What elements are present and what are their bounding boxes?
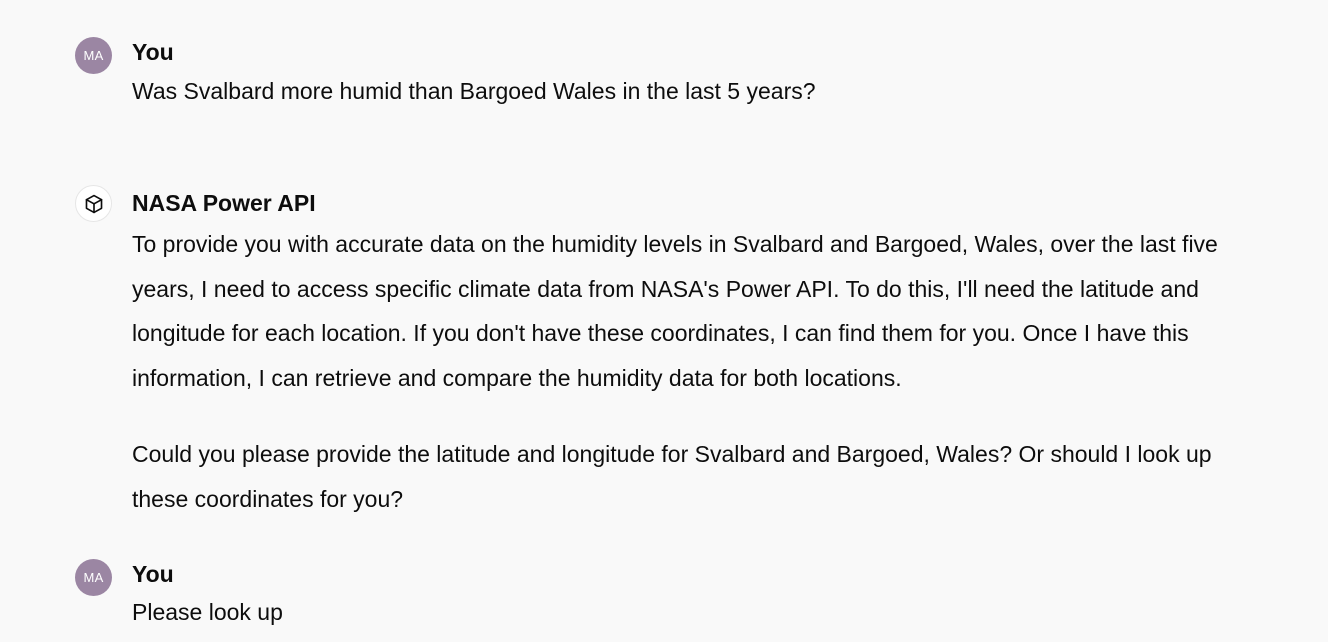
message-paragraph: Please look up [132,599,283,625]
message-text: Please look up [132,590,1252,635]
avatar-initials: MA [83,570,104,585]
user-avatar: MA [75,559,112,596]
message-author: NASA Power API [132,190,316,216]
user-avatar: MA [75,37,112,74]
assistant-avatar [75,185,112,222]
message-author: You [132,39,174,65]
cube-icon [85,194,102,213]
message-text: Was Svalbard more humid than Bargoed Wal… [132,69,1252,114]
message-paragraph: Was Svalbard more humid than Bargoed Wal… [132,78,816,104]
avatar-initials: MA [83,48,104,63]
message-paragraph: Could you please provide the latitude an… [132,441,1212,512]
message-paragraph: To provide you with accurate data on the… [132,231,1218,391]
message-text: To provide you with accurate data on the… [132,222,1252,521]
message-author: You [132,561,174,587]
